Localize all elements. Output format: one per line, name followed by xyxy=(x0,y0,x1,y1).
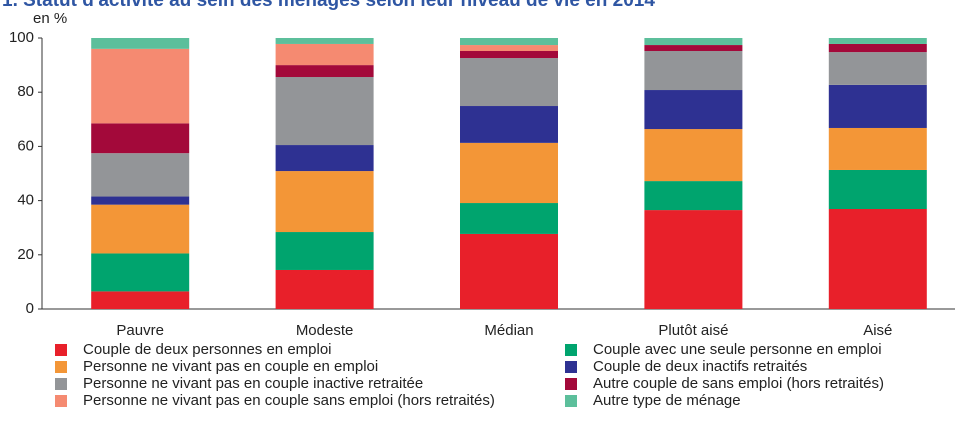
bar-segment xyxy=(460,142,558,204)
x-tick-label: Médian xyxy=(484,322,533,339)
y-tick-label: 0 xyxy=(26,300,34,317)
bar-segment xyxy=(275,232,374,270)
bar-segment xyxy=(828,43,927,53)
bar-segment xyxy=(828,169,927,210)
bar-segment xyxy=(91,291,190,309)
x-tick-label: Plutôt aisé xyxy=(658,322,728,339)
legend-swatch xyxy=(55,344,67,356)
bar-segment xyxy=(91,253,190,292)
y-tick-label: 20 xyxy=(17,246,34,263)
bar-segment xyxy=(644,210,743,309)
bar-segment xyxy=(91,48,190,124)
legend-swatch xyxy=(55,361,67,373)
bar-segment xyxy=(275,145,374,172)
bar-segment xyxy=(460,106,558,143)
legend-swatch xyxy=(55,395,67,407)
y-tick-label: 80 xyxy=(17,83,34,100)
bar-segment xyxy=(91,204,190,254)
bar-segment xyxy=(828,84,927,128)
bar-segment xyxy=(828,38,927,44)
bar-segment xyxy=(644,51,743,91)
bar-segment xyxy=(460,38,558,46)
bar-segment xyxy=(91,123,190,154)
bar-segment xyxy=(460,45,558,52)
legend-label: Autre couple de sans emploi (hors retrai… xyxy=(593,375,884,392)
bar-segment xyxy=(91,153,190,197)
legend-swatch xyxy=(565,395,577,407)
chart-title: 1. Statut d'activité au sein des ménages… xyxy=(2,0,655,11)
bar-segment xyxy=(828,52,927,85)
bar-segment xyxy=(460,203,558,234)
bar-segment xyxy=(828,209,927,309)
legend-swatch xyxy=(55,378,67,390)
bar-segment xyxy=(828,127,927,170)
y-tick-label: 40 xyxy=(17,192,34,209)
bar-segment xyxy=(460,233,558,309)
x-tick-label: Modeste xyxy=(296,322,354,339)
legend-label: Couple de deux inactifs retraités xyxy=(593,358,807,375)
y-axis-label: en % xyxy=(33,10,67,27)
legend-label: Autre type de ménage xyxy=(593,392,741,409)
legend-label: Personne ne vivant pas en couple sans em… xyxy=(83,392,495,409)
x-tick-label: Aisé xyxy=(863,322,892,339)
legend-swatch xyxy=(565,344,577,356)
bar-segment xyxy=(275,77,374,146)
legend-label: Couple de deux personnes en emploi xyxy=(83,341,332,358)
x-tick-label: Pauvre xyxy=(116,322,164,339)
bar-segment xyxy=(460,58,558,107)
bar-segment xyxy=(460,51,558,59)
y-tick-label: 100 xyxy=(9,29,34,46)
bar-segment xyxy=(275,38,374,44)
bar-segment xyxy=(91,38,190,49)
legend-label: Personne ne vivant pas en couple en empl… xyxy=(83,358,378,375)
bar-segment xyxy=(275,269,374,309)
bar-segment xyxy=(644,38,743,46)
bar-segment xyxy=(275,171,374,233)
bar-segment xyxy=(275,43,374,66)
legend-swatch xyxy=(565,361,577,373)
bar-segment xyxy=(644,90,743,130)
bar-segment xyxy=(644,45,743,52)
legend-swatch xyxy=(565,378,577,390)
legend-label: Couple avec une seule personne en emploi xyxy=(593,341,882,358)
bar-segment xyxy=(644,181,743,211)
bar-segment xyxy=(91,196,190,205)
legend-label: Personne ne vivant pas en couple inactiv… xyxy=(83,375,423,392)
bar-segment xyxy=(644,129,743,182)
y-tick-label: 60 xyxy=(17,137,34,154)
bar-segment xyxy=(275,65,374,78)
